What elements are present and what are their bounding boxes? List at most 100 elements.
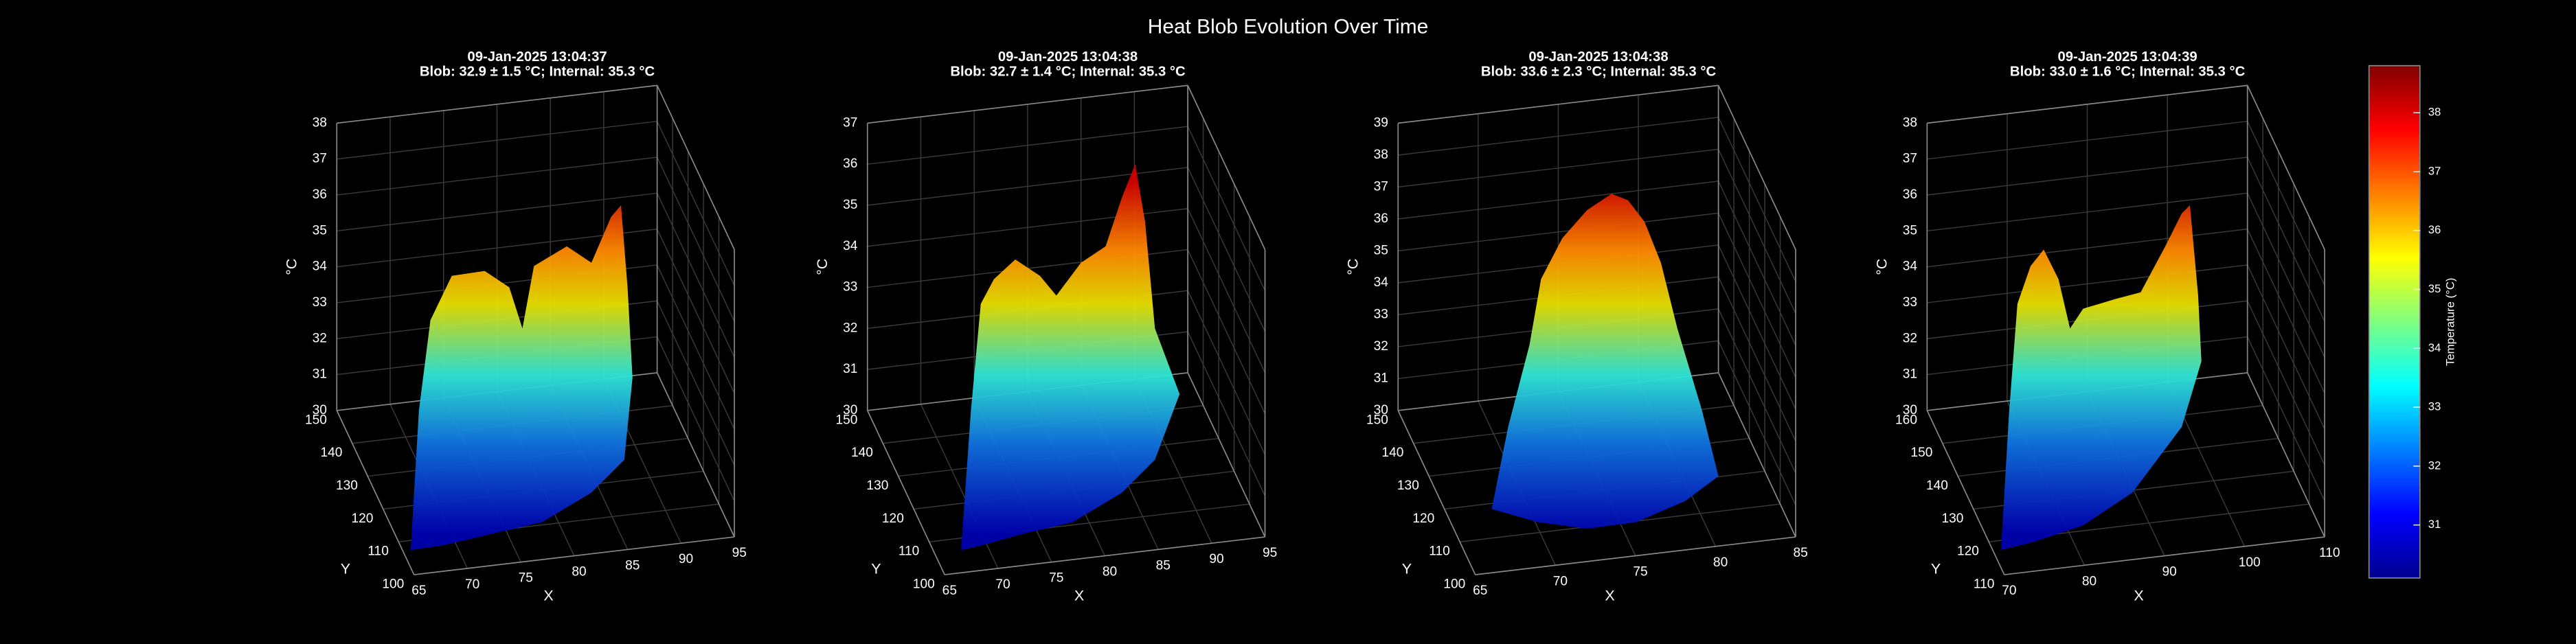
grid-line [1927,157,2248,196]
y-tick-label: 140 [851,446,873,460]
grid-line [2247,229,2325,394]
z-tick-label: 36 [1374,211,1388,226]
axis-box [1927,84,2248,124]
grid-line [1187,167,1266,332]
y-tick-label: 140 [1926,479,1948,493]
colorbar-tick-label: 33 [2428,400,2441,413]
y-tick-label: 130 [1397,479,1419,493]
subplot-title: Blob: 33.0 ± 1.6 °C; Internal: 35.3 °C [2010,65,2246,80]
y-tick-label: 120 [882,511,904,526]
grid-line [2247,264,2325,430]
grid-line [1187,208,1266,373]
grid-line [1717,181,1796,346]
grid-line [1398,148,1719,188]
surface [410,205,633,551]
surface [2000,205,2202,551]
y-tick-label: 120 [1957,544,1979,559]
colorbar-tick-label: 35 [2428,282,2441,295]
colorbar-tick-label: 36 [2428,223,2441,236]
grid-line [1717,117,1796,282]
subplot-title: Blob: 33.6 ± 2.3 °C; Internal: 35.3 °C [1481,65,1717,80]
y-tick-label: 130 [1941,511,1963,526]
y-tick-label: 100 [1443,577,1465,591]
z-tick-label: 38 [1903,115,1917,130]
x-tick-label: 80 [572,565,586,579]
z-tick-label: 35 [313,223,327,238]
z-tick-label: 38 [313,115,327,130]
z-tick-label: 37 [1903,152,1917,166]
grid-line [1187,249,1266,414]
grid-line [2247,336,2325,502]
x-axis-label: X [1605,588,1614,604]
grid-line [2247,121,2325,286]
y-tick-label: 110 [368,544,389,559]
surface [961,164,1180,551]
x-tick-label: 80 [2082,574,2097,588]
grid-line [1927,192,2248,232]
z-tick-label: 36 [843,157,857,171]
z-tick-label: 33 [843,280,857,295]
y-tick-label: 110 [899,544,919,559]
z-tick-label: 30 [1903,403,1917,417]
z-tick-label: 31 [1374,371,1388,385]
colorbar-tick-label: 37 [2428,164,2441,177]
x-tick-label: 95 [732,546,747,560]
axis-box [1187,372,1266,538]
grid-line [656,336,735,502]
grid-line [867,126,1188,165]
x-tick-label: 90 [1209,552,1223,566]
axis-box [656,85,735,250]
z-tick-label: 36 [313,187,327,202]
axis-box [337,84,657,124]
grid-line [1717,149,1796,314]
z-tick-label: 32 [1374,339,1388,354]
axis-box [2004,536,2325,575]
z-tick-label: 31 [313,367,327,382]
subplot-title: Blob: 32.7 ± 1.4 °C; Internal: 35.3 °C [950,65,1186,80]
y-tick-label: 100 [382,577,404,591]
z-tick-label: 31 [843,362,857,376]
axis-box [867,84,1188,124]
z-axis-label: °C [1873,259,1890,275]
grid-line [656,229,735,394]
grid-line [1717,308,1796,474]
x-tick-label: 70 [465,577,479,592]
x-axis-label: X [543,588,553,604]
axis-box [414,536,735,575]
z-tick-label: 35 [1903,223,1917,238]
z-tick-label: 30 [1374,403,1388,417]
grid-line [337,192,657,232]
y-tick-label: 140 [1381,446,1403,460]
z-tick-label: 34 [1374,275,1389,290]
axis-box [1397,410,1476,575]
y-tick-label: 150 [305,413,327,427]
x-tick-label: 65 [942,584,957,598]
y-axis-label: Y [871,561,881,577]
x-tick-label: 75 [519,571,533,586]
grid-line [2247,157,2325,322]
y-tick-label: 100 [913,577,935,591]
subplot-title: 09-Jan-2025 13:04:39 [2057,49,2197,65]
z-tick-label: 37 [1374,179,1388,194]
x-tick-label: 70 [995,577,1010,592]
grid-line [656,300,735,465]
z-tick-label: 30 [313,403,327,417]
y-tick-label: 160 [1895,413,1917,427]
colorbar-tick-label: 34 [2428,341,2441,354]
axis-box [1187,85,1266,250]
x-tick-label: 85 [1156,558,1171,573]
colorbar-tick-label: 38 [2428,106,2441,119]
grid-line [656,121,735,286]
grid-line [1717,277,1796,441]
z-tick-label: 35 [1374,243,1388,257]
x-tick-label: 85 [625,558,640,573]
grid-line [1187,331,1266,496]
z-tick-label: 32 [843,321,857,335]
subplot-title: 09-Jan-2025 13:04:38 [1528,49,1668,65]
axis-box [1475,536,1796,575]
z-tick-label: 34 [313,260,328,274]
grid-line [1187,290,1266,455]
